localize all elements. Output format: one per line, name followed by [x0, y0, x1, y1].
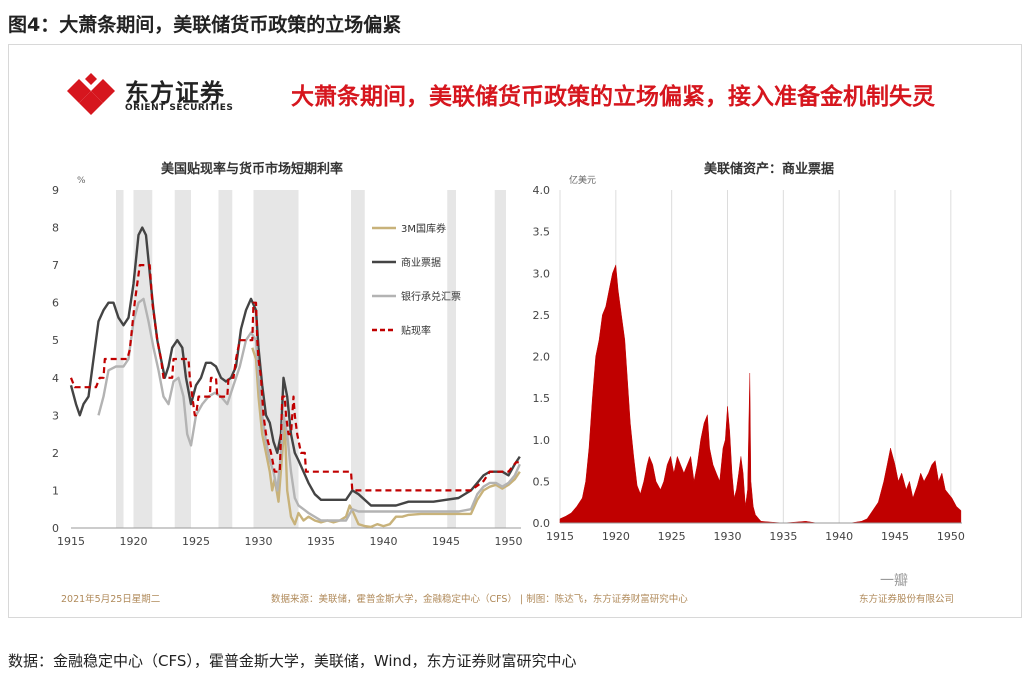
right-y-tick-label: 3.0 [533, 267, 551, 280]
left-x-tick-label: 1945 [432, 535, 460, 548]
left-line-chart: 美国贴现率与货币市场短期利率 % 0 1 2 3 4 5 6 7 8 9 1915 1920 1925 1… [52, 161, 523, 548]
left-y-tick-label: 1 [52, 484, 59, 497]
footer-company: 东方证券股份有限公司 [859, 594, 955, 605]
wechat-watermark: 一瓣 [880, 573, 908, 589]
legend-label-2: 银行承兑汇票 [401, 290, 461, 303]
left-x-tick-label: 1925 [182, 535, 210, 548]
charts-canvas: 美国贴现率与货币市场短期利率 % 0 1 2 3 4 5 6 7 8 9 1915 1920 1925 1… [52, 161, 965, 548]
left-y-unit: % [77, 176, 86, 186]
legend-label-3: 贴现率 [401, 324, 431, 337]
left-x-tick-label: 1920 [120, 535, 148, 548]
left-x-tick-label: 1915 [57, 535, 85, 548]
left-y-tick-label: 7 [52, 259, 59, 272]
right-x-tick-label: 1940 [825, 530, 853, 543]
orient-securities-logo-icon [67, 73, 115, 115]
left-x-tick-label: 1940 [370, 535, 398, 548]
right-y-tick-label: 1.0 [533, 434, 551, 447]
footer-date: 2021年5月25日星期二 [61, 594, 161, 605]
right-x-tick-label: 1920 [602, 530, 630, 543]
recession-band-5 [351, 190, 365, 528]
left-x-tick-label: 1950 [495, 535, 523, 548]
left-x-tick-label: 1935 [307, 535, 335, 548]
right-x-tick-label: 1950 [937, 530, 965, 543]
right-y-tick-label: 4.0 [533, 184, 551, 197]
left-x-tick-label: 1930 [245, 535, 273, 548]
right-y-tick-label: 0.5 [533, 475, 551, 488]
left-chart-title: 美国贴现率与货币市场短期利率 [161, 161, 343, 177]
logo-en-text: ORIENT SECURITIES [125, 103, 234, 113]
recession-band-1 [133, 190, 153, 528]
company-logo: 东方证券 ORIENT SECURITIES [65, 71, 265, 119]
left-y-tick-label: 5 [52, 334, 59, 347]
recession-band-6 [447, 190, 456, 528]
series-line-1 [69, 226, 521, 507]
series-line-0 [251, 347, 521, 529]
right-x-tick-label: 1935 [769, 530, 797, 543]
legend-label-0: 3M国库券 [401, 222, 446, 235]
footer-source: 数据来源：美联储，霍普金斯大学，金融稳定中心（CFS） | 制图：陈达飞，东方证… [271, 594, 688, 605]
right-x-tick-label: 1925 [658, 530, 686, 543]
left-y-tick-label: 3 [52, 409, 59, 422]
left-y-tick-label: 6 [52, 297, 59, 310]
right-y-tick-label: 2.5 [533, 309, 551, 322]
recession-band-0 [116, 190, 124, 528]
commercial-paper-area [559, 264, 962, 524]
series-line-2 [97, 297, 521, 522]
banner-headline: 大萧条期间，美联储货币政策的立场偏紧，接入准备金机制失灵 [291, 84, 935, 110]
right-y-tick-label: 0.0 [533, 517, 551, 530]
right-y-tick-label: 1.5 [533, 392, 551, 405]
logo-cn-text: 东方证券 [125, 79, 225, 107]
right-x-tick-label: 1915 [546, 530, 574, 543]
right-y-tick-label: 3.5 [533, 226, 551, 239]
figure-title: 图4：大萧条期间，美联储货币政策的立场偏紧 [8, 14, 402, 36]
right-y-tick-label: 2.0 [533, 351, 551, 364]
left-y-tick-label: 2 [52, 447, 59, 460]
left-y-tick-label: 8 [52, 222, 59, 235]
legend-label-1: 商业票据 [401, 256, 441, 269]
right-area-chart: 美联储资产：商业票据 亿美元 0.0 0.5 1.0 1.5 2.0 2.5 3.0 3.5 4… [533, 161, 965, 543]
right-chart-title: 美联储资产：商业票据 [704, 161, 834, 177]
chart-frame: 东方证券 ORIENT SECURITIES 大萧条期间，美联储货币政策的立场偏… [8, 44, 1022, 618]
right-x-tick-label: 1945 [881, 530, 909, 543]
recession-band-3 [218, 190, 233, 528]
right-x-tick-label: 1930 [714, 530, 742, 543]
recession-band-7 [494, 190, 506, 528]
left-y-tick-label: 4 [52, 372, 59, 385]
series-line-3 [69, 264, 520, 492]
left-y-tick-label: 9 [52, 184, 59, 197]
left-y-tick-label: 0 [52, 522, 59, 535]
right-y-unit: 亿美元 [569, 174, 596, 186]
source-line: 数据：金融稳定中心（CFS），霍普金斯大学，美联储，Wind，东方证券财富研究中… [8, 652, 577, 670]
